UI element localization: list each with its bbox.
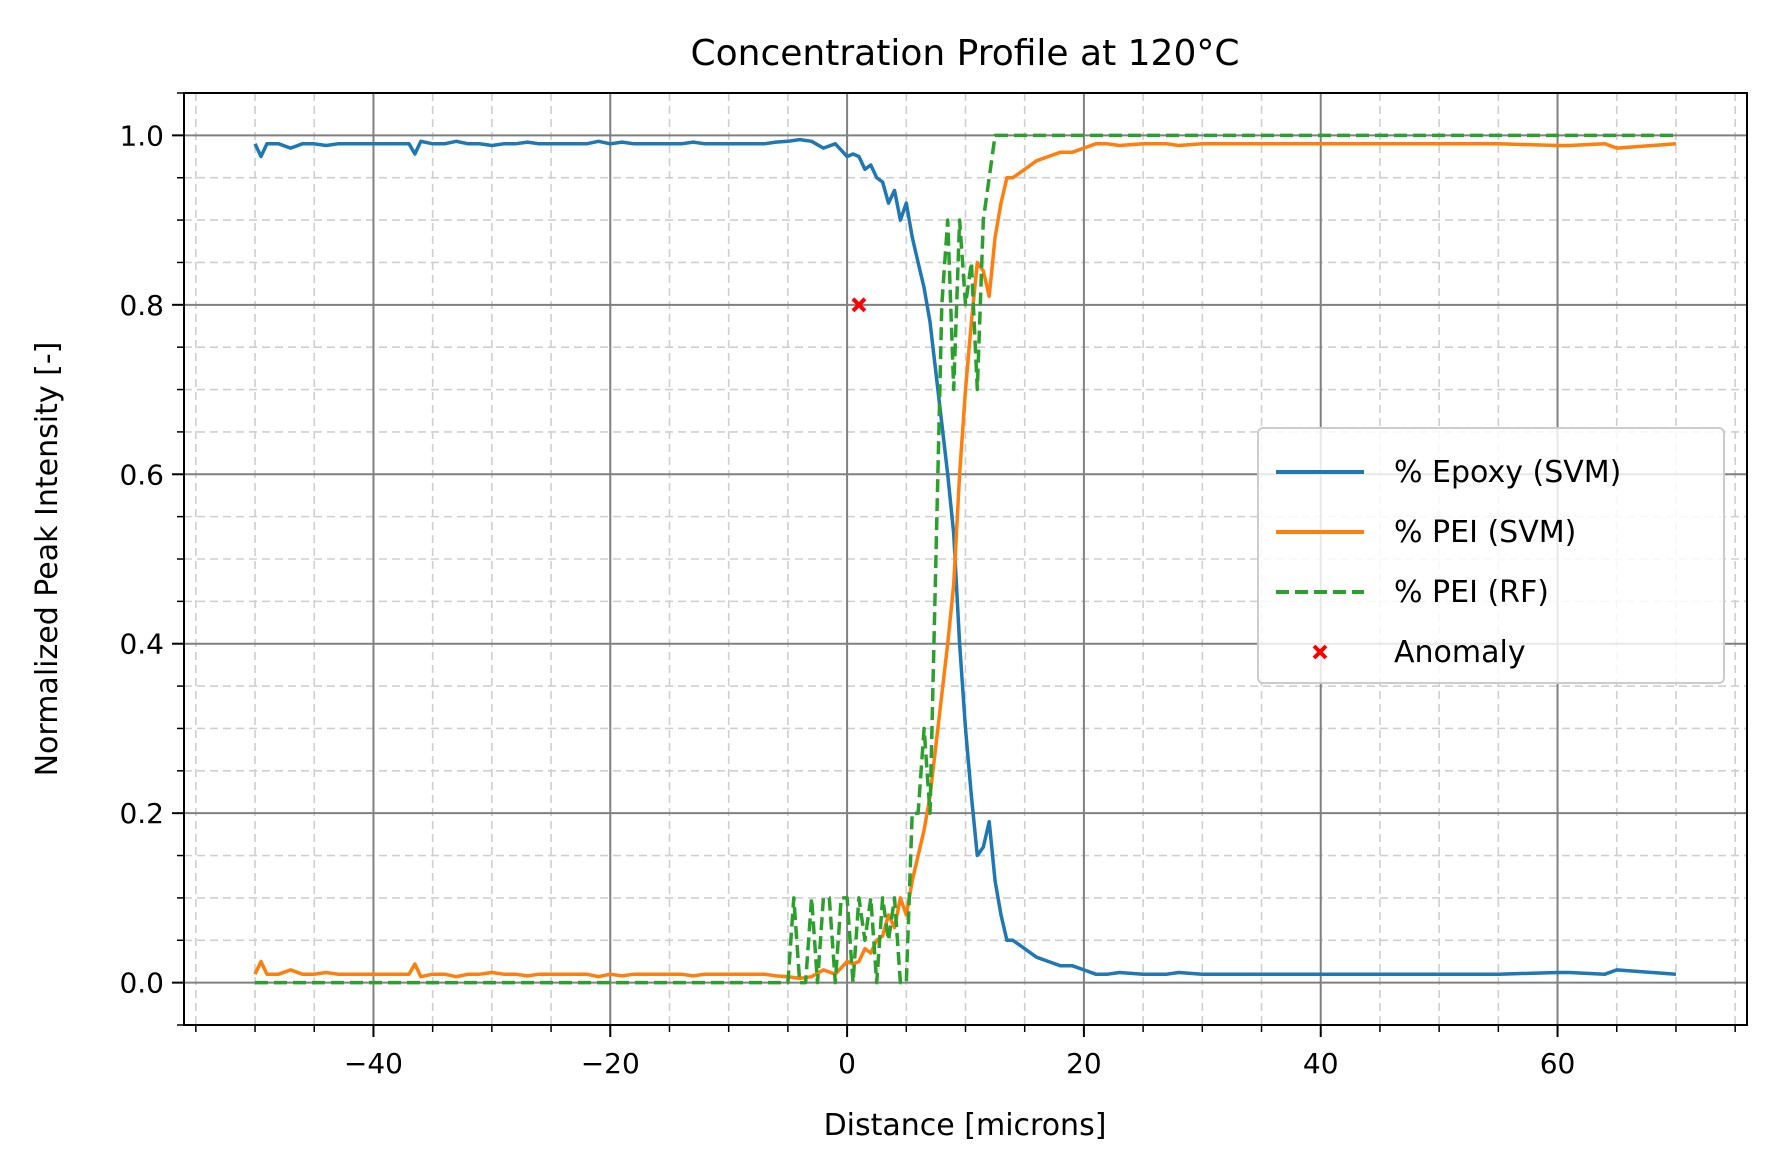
series-line-pei-svm: [253, 142, 1677, 981]
x-tick-label: 40: [1303, 1047, 1339, 1080]
y-tick-label: 0.8: [119, 289, 164, 322]
x-tick-label: 0: [838, 1047, 856, 1080]
x-tick-label: −40: [344, 1047, 403, 1080]
y-tick-label: 0.4: [119, 628, 164, 661]
x-tick-label: 20: [1066, 1047, 1102, 1080]
legend: % Epoxy (SVM) % PEI (SVM) % PEI (RF) Anomal…: [1257, 427, 1725, 684]
series-layer: [253, 133, 1677, 985]
chart-title: Concentration Profile at 120°C: [691, 33, 1240, 74]
x-tick-label: 60: [1540, 1047, 1576, 1080]
legend-label-epoxy-svm: % Epoxy (SVM): [1394, 455, 1621, 490]
y-tick-label: 0.0: [119, 967, 164, 1000]
series-line-epoxy-svm: [253, 137, 1677, 976]
y-tick-label: 0.2: [119, 797, 164, 830]
y-axis-label: Normalized Peak Intensity [-]: [30, 342, 65, 777]
tick-layer: −40 −20 0 20 40 60 0.0 0.2 0.4 0.6 0.8 1.0: [119, 92, 1736, 1080]
legend-label-pei-rf: % PEI (RF): [1394, 575, 1549, 610]
anomaly-point: [851, 297, 867, 313]
x-axis-label: Distance [microns]: [824, 1108, 1107, 1143]
y-tick-label: 0.6: [119, 458, 164, 491]
legend-box: [1257, 427, 1725, 684]
x-tick-label: −20: [581, 1047, 640, 1080]
series-line-pei-rf: [255, 133, 1676, 985]
legend-marker-anomaly: [1312, 644, 1328, 660]
y-tick-label: 1.0: [119, 119, 164, 152]
legend-label-pei-svm: % PEI (SVM): [1394, 515, 1576, 550]
legend-label-anomaly: Anomaly: [1394, 635, 1526, 670]
